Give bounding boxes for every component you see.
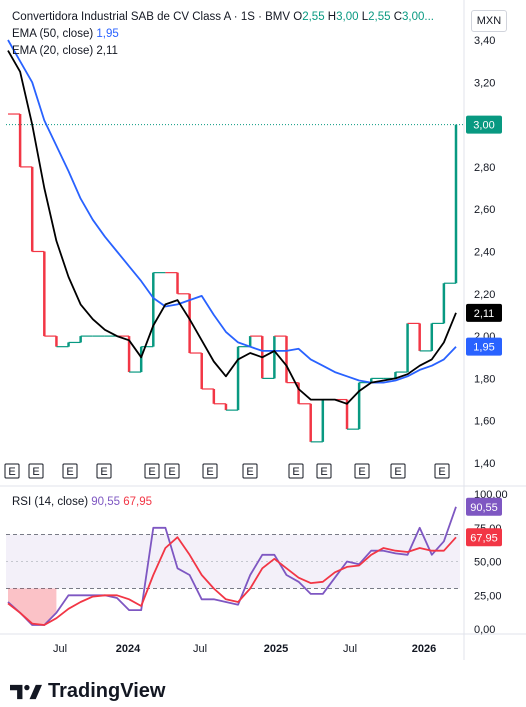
tradingview-logo-icon: [10, 684, 42, 699]
earnings-marker-label: E: [394, 466, 401, 478]
rsi-tick-label: 0,00: [474, 624, 495, 636]
close-value: 3,00...: [402, 11, 434, 23]
last-price-badge-text: 3,00: [473, 120, 494, 132]
rsi-badge-bg: [466, 497, 502, 516]
price-tick-label: 2,20: [474, 289, 495, 301]
earnings-marker-label: E: [8, 466, 15, 478]
earnings-marker: [390, 463, 406, 479]
price-tick-label: 2,40: [474, 247, 495, 259]
price-tick-label: 3,20: [474, 77, 495, 89]
earnings-marker: [62, 463, 78, 479]
open-value: 2,55: [302, 11, 325, 23]
price-tick-label: 1,80: [474, 373, 495, 385]
rsi-ma-value: 67,95: [123, 496, 153, 508]
currency-button[interactable]: MXN: [471, 10, 507, 32]
earnings-marker-label: E: [66, 466, 73, 478]
earnings-marker: [28, 463, 44, 479]
earnings-marker-label: E: [206, 466, 213, 478]
price-bars: [8, 113, 458, 443]
ema20-line: [7, 50, 457, 405]
ema50-badge-text: 1,95: [473, 342, 494, 354]
ema50-label: EMA (50, close): [12, 28, 94, 40]
last-price-badge-bg: [466, 115, 502, 134]
price-tick-label: 3,40: [474, 35, 495, 47]
rsi-oversold-fill: [8, 588, 57, 625]
rsi-ma-badge-text: 67,95: [470, 532, 498, 544]
rsi-tick-label: 50,00: [474, 557, 502, 569]
ema20-legend[interactable]: EMA (20, close) 2,11: [12, 44, 118, 59]
earnings-marker-label: E: [32, 466, 39, 478]
earnings-marker: [354, 463, 370, 479]
low-label: L: [361, 11, 369, 23]
high-label: H: [327, 11, 337, 23]
time-tick-label: Jul: [343, 643, 357, 655]
time-tick-label: 2024: [116, 643, 141, 655]
earnings-marker-label: E: [358, 466, 365, 478]
ema20-badge-bg: [466, 303, 502, 322]
earnings-marker: [316, 463, 332, 479]
close-label: C: [393, 11, 403, 23]
earnings-marker-label: E: [292, 466, 299, 478]
rsi-tick-label: 25,00: [474, 590, 502, 602]
rsi-badge: 90,55: [466, 497, 502, 516]
price-tick-label: 2,80: [474, 162, 495, 174]
header-legend: Convertidora Industrial SAB de CV Class …: [12, 10, 434, 25]
price-tick-label: 1,60: [474, 416, 495, 428]
ema20-label: EMA (20, close): [12, 45, 94, 57]
earnings-marker: [96, 463, 112, 479]
ema20-badge: 2,11: [466, 303, 502, 322]
ema50-badge-bg: [466, 337, 502, 356]
ema50-line: [7, 39, 457, 384]
ema50-legend[interactable]: EMA (50, close) 1,95: [12, 27, 119, 42]
ema20-value: 2,11: [96, 45, 118, 57]
open-label: O: [293, 11, 303, 23]
earnings-marker: [288, 463, 304, 479]
time-tick-label: Jul: [193, 643, 207, 655]
earnings-marker: [164, 463, 180, 479]
rsi-value: 90,55: [91, 496, 121, 508]
time-tick-label: 2026: [412, 643, 436, 655]
tradingview-logo[interactable]: TradingView: [10, 680, 165, 703]
earnings-marker-label: E: [148, 466, 155, 478]
earnings-marker: [4, 463, 20, 479]
earnings-marker: [202, 463, 218, 479]
price-tick-label: 1,40: [474, 458, 495, 470]
time-tick-label: Jul: [53, 643, 67, 655]
ema50-badge: 1,95: [466, 337, 502, 356]
symbol-title[interactable]: Convertidora Industrial SAB de CV Class …: [12, 11, 291, 23]
last-price-badge: 3,00: [466, 115, 502, 134]
brand-name: TradingView: [48, 680, 166, 702]
ema20-badge-text: 2,11: [474, 308, 495, 320]
earnings-marker-label: E: [100, 466, 107, 478]
high-value: 3,00: [336, 11, 359, 23]
rsi-ma-badge-bg: [466, 528, 502, 547]
rsi-label: RSI (14, close): [12, 496, 89, 508]
price-tick-label: 2,60: [474, 204, 495, 216]
time-tick-label: 2025: [264, 643, 288, 655]
rsi-ma-badge: 67,95: [466, 528, 502, 547]
ema50-value: 1,95: [96, 28, 119, 40]
rsi-line: [7, 506, 457, 626]
earnings-marker: [242, 463, 258, 479]
low-value: 2,55: [368, 11, 391, 23]
earnings-marker-label: E: [168, 466, 175, 478]
earnings-marker: [144, 463, 160, 479]
earnings-marker-label: E: [246, 466, 253, 478]
earnings-marker: [434, 463, 450, 479]
earnings-marker-label: E: [320, 466, 327, 478]
earnings-marker-label: E: [438, 466, 445, 478]
rsi-legend[interactable]: RSI (14, close) 90,55 67,95: [12, 495, 152, 510]
rsi-ma-line: [7, 536, 457, 626]
rsi-badge-text: 90,55: [470, 502, 498, 514]
